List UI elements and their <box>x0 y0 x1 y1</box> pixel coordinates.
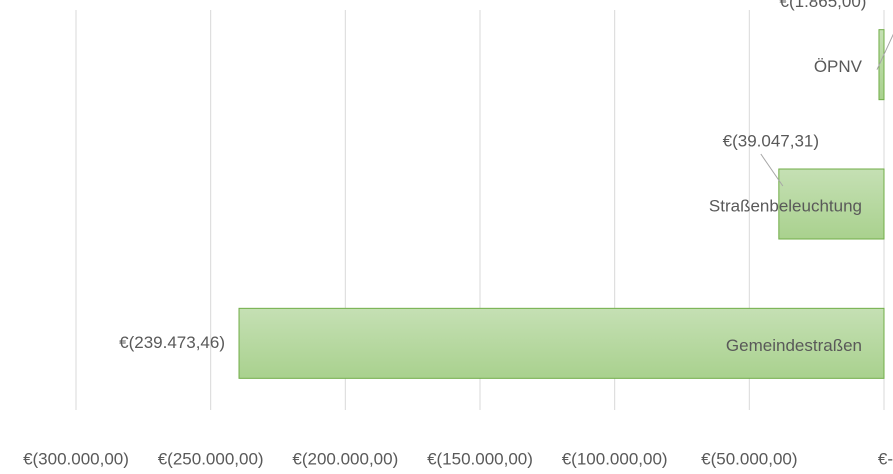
x-tick-label: €(200.000,00) <box>292 449 398 468</box>
category-label: ÖPNV <box>814 57 863 76</box>
x-tick-label: €(300.000,00) <box>23 449 129 468</box>
bar <box>238 307 885 379</box>
x-tick-label: €(250.000,00) <box>158 449 264 468</box>
leader-line <box>876 33 893 70</box>
x-tick-label: €(100.000,00) <box>562 449 668 468</box>
x-tick-label: €(50.000,00) <box>701 449 797 468</box>
x-tick-label: €- <box>878 449 893 468</box>
data-label: €(239.473,46) <box>119 333 225 352</box>
data-label: €(39.047,31) <box>723 131 819 150</box>
x-tick-label: €(150.000,00) <box>427 449 533 468</box>
data-label: €(1.865,00) <box>780 0 867 11</box>
category-label: Gemeindestraßen <box>726 336 862 355</box>
leader-line <box>760 153 784 187</box>
bar <box>778 168 885 240</box>
category-label: Straßenbeleuchtung <box>709 196 862 215</box>
